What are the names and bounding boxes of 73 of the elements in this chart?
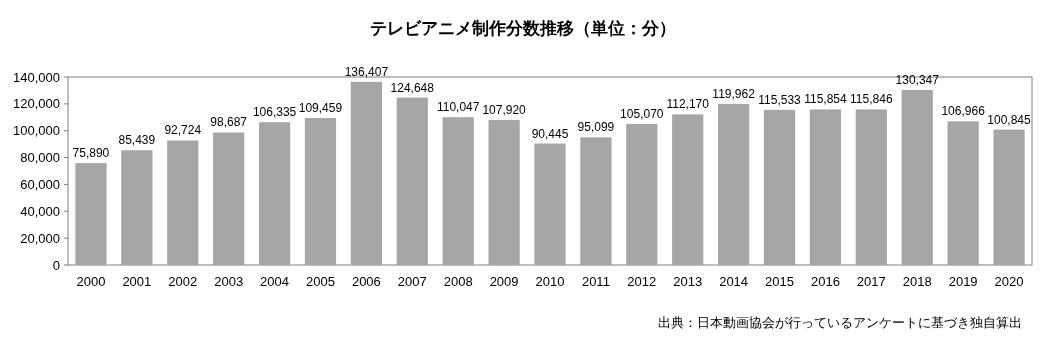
x-tick-label: 2017 <box>856 274 886 289</box>
data-label: 119,962 <box>712 86 756 101</box>
y-tick-label: 100,000 <box>13 123 60 139</box>
x-tick-label: 2001 <box>122 274 152 289</box>
data-label: 109,459 <box>298 101 343 116</box>
bar <box>304 118 337 265</box>
x-tick-label: 2014 <box>719 274 749 289</box>
x-tick-label: 2011 <box>581 274 610 289</box>
bar <box>718 103 750 265</box>
x-tick-label: 2002 <box>168 274 198 289</box>
data-label: 110,047 <box>436 100 480 115</box>
data-label: 115,854 <box>804 92 847 107</box>
data-label: 105,070 <box>620 106 664 121</box>
y-tick-label: 140,000 <box>13 69 60 85</box>
y-tick-label: 40,000 <box>20 203 60 219</box>
data-label: 130,347 <box>895 72 940 87</box>
x-tick-label: 2007 <box>397 274 427 289</box>
data-label: 95,099 <box>577 120 615 135</box>
bar <box>350 81 382 265</box>
bar <box>534 143 566 265</box>
x-tick-label: 2010 <box>535 274 565 289</box>
y-tick-label: 0 <box>52 257 60 273</box>
chart-title: テレビアニメ制作分数推移（単位：分） <box>370 19 676 38</box>
bar <box>855 109 887 265</box>
y-tick-label: 20,000 <box>20 230 60 246</box>
data-label: 124,648 <box>390 80 435 95</box>
x-tick-label: 2005 <box>306 274 335 289</box>
y-tick-label: 120,000 <box>13 96 60 112</box>
data-label: 92,724 <box>164 123 202 138</box>
x-tick-label: 2018 <box>902 274 932 289</box>
data-label: 106,966 <box>941 104 986 119</box>
y-tick-label: 60,000 <box>20 176 60 192</box>
bar <box>442 117 474 265</box>
bar <box>901 89 933 265</box>
x-tick-label: 2012 <box>627 274 657 289</box>
y-tick-label: 80,000 <box>20 150 60 166</box>
data-label: 115,533 <box>758 92 802 107</box>
data-label: 115,846 <box>850 92 893 107</box>
x-tick-label: 2006 <box>351 274 381 289</box>
source-note: 出典：日本動画協会が行っているアンケートに基づき独自算出 <box>658 315 1022 330</box>
bar <box>993 129 1025 265</box>
data-label: 136,407 <box>344 64 389 79</box>
bar <box>809 109 842 265</box>
data-label: 75,890 <box>72 146 110 161</box>
data-label: 112,170 <box>666 97 710 112</box>
bar <box>121 150 153 265</box>
x-tick-label: 2016 <box>810 274 840 289</box>
x-tick-label: 2013 <box>673 274 703 289</box>
data-label: 107,920 <box>482 103 527 118</box>
bar <box>488 120 520 265</box>
data-label: 98,687 <box>210 115 248 130</box>
x-tick-label: 2003 <box>214 274 244 289</box>
bar <box>763 109 796 265</box>
x-tick-label: 2009 <box>489 274 519 289</box>
data-label: 90,445 <box>531 126 569 141</box>
bar <box>167 140 199 265</box>
x-tick-label: 2000 <box>76 274 106 289</box>
x-tick-label: 2019 <box>948 274 978 289</box>
bar <box>580 137 612 265</box>
bar <box>672 114 704 265</box>
x-tick-label: 2015 <box>765 274 794 289</box>
x-tick-label: 2008 <box>443 274 473 289</box>
x-tick-label: 2020 <box>994 274 1024 289</box>
bar <box>396 97 428 265</box>
data-label: 85,439 <box>118 133 156 148</box>
bar <box>626 123 658 265</box>
bar <box>947 121 979 265</box>
x-tick-label: 2004 <box>260 274 290 289</box>
data-label: 106,335 <box>252 105 297 120</box>
bar <box>213 132 245 265</box>
bar <box>258 122 291 265</box>
data-label: 100,845 <box>987 112 1032 127</box>
bar <box>75 163 107 265</box>
